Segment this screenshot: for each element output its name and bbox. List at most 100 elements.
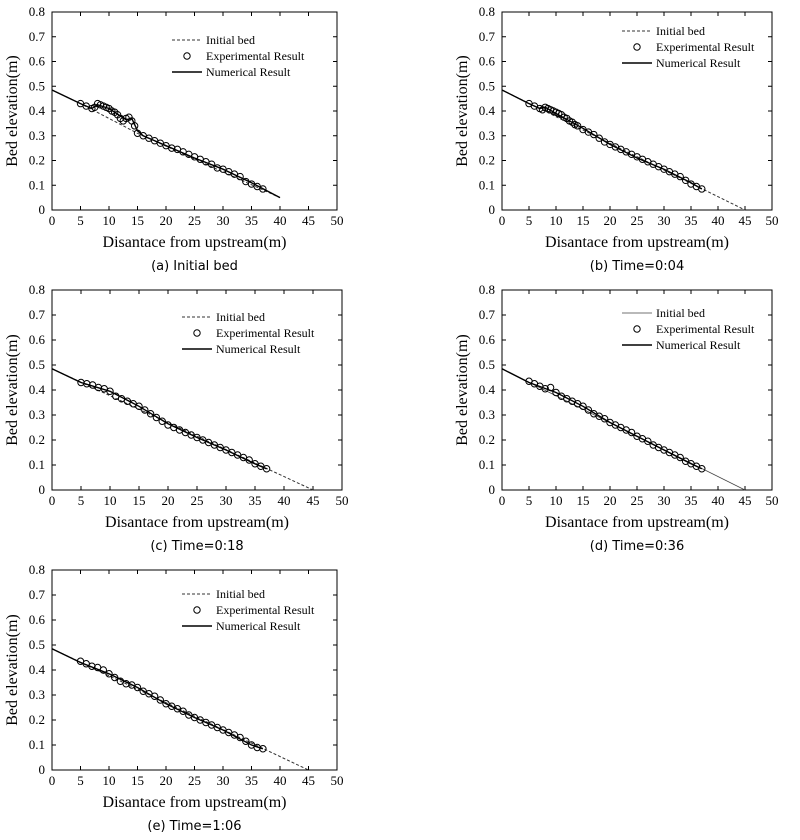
y-tick-label: 0.5	[29, 78, 45, 93]
chart-panel: 0 5 10 15 20 25 30 35 40 45 50 0 0.1 0.2 0.3 0.4 0.5 0.6 0…	[454, 282, 779, 554]
experimental-point	[579, 402, 587, 410]
x-tick-label: 25	[191, 493, 204, 508]
y-tick-label: 0	[489, 482, 496, 497]
y-tick-label: 0.2	[479, 432, 495, 447]
experimental-point	[168, 144, 176, 152]
x-tick-label: 45	[302, 773, 315, 788]
legend: Initial bed Experimental Result Numerical …	[182, 587, 315, 633]
x-tick-label: 20	[604, 493, 617, 508]
x-tick-label: 30	[217, 213, 230, 228]
x-axis-title: Disantace from upstream(m)	[545, 514, 729, 531]
experimental-point	[141, 406, 149, 414]
y-tick-label: 0.4	[29, 103, 46, 118]
y-axis-title: Bed elevation(m)	[4, 55, 21, 167]
experimental-point	[552, 388, 560, 397]
experimental-point	[146, 410, 155, 418]
legend-marker-experimental	[193, 329, 201, 337]
y-tick-label: 0.5	[479, 357, 495, 372]
x-tick-label: 45	[739, 213, 752, 228]
x-tick-label: 50	[336, 493, 349, 508]
chart-panel: 0 5 10 15 20 25 30 35 40 45 50 0 0.1 0.2 0.3 0.4 0.5 0.6 0…	[454, 4, 779, 274]
y-tick-label: 0.7	[29, 307, 46, 322]
x-tick-label: 35	[249, 493, 262, 508]
y-tick-label: 0.6	[29, 612, 46, 627]
x-tick-label: 45	[307, 493, 320, 508]
legend-marker-experimental	[193, 606, 201, 614]
x-tick-label: 5	[77, 213, 84, 228]
x-tick-label: 40	[274, 213, 287, 228]
x-tick-label: 20	[160, 773, 173, 788]
experimental-point	[106, 387, 114, 395]
numerical-result-line	[51, 368, 267, 470]
x-tick-label: 30	[220, 493, 233, 508]
x-tick-label: 45	[739, 493, 752, 508]
x-tick-label: 45	[302, 213, 315, 228]
y-tick-label: 0.7	[29, 29, 46, 44]
x-tick-label: 50	[766, 493, 779, 508]
x-tick-label: 10	[550, 493, 563, 508]
y-tick-label: 0.2	[29, 712, 45, 727]
x-tick-label: 30	[658, 493, 671, 508]
experimental-point	[600, 415, 609, 423]
experimental-point	[133, 683, 142, 692]
plot-frame	[51, 569, 338, 771]
legend-label: Numerical Result	[216, 619, 301, 633]
legend: Initial bed Experimental Result Numerical …	[182, 310, 315, 356]
y-tick-label: 0.3	[479, 128, 495, 143]
x-tick-label: 30	[658, 213, 671, 228]
legend-label: Initial bed	[216, 587, 265, 601]
y-axis-title: Bed elevation(m)	[4, 334, 21, 446]
x-tick-label: 25	[188, 213, 201, 228]
numerical-result-line	[501, 368, 703, 470]
x-tick-label: 15	[131, 773, 144, 788]
legend-label: Initial bed	[656, 306, 705, 320]
x-axis-title: Disantace from upstream(m)	[105, 514, 289, 531]
legend-label: Initial bed	[206, 33, 255, 47]
y-tick-label: 0.4	[479, 382, 496, 397]
y-tick-label: 0.6	[29, 54, 46, 69]
experimental-point	[130, 122, 139, 130]
panel-caption: (e) Time=1:06	[147, 819, 241, 834]
y-tick-label: 0.5	[479, 78, 495, 93]
y-tick-label: 0	[39, 202, 46, 217]
y-tick-label: 0.4	[479, 103, 496, 118]
y-axis-title: Bed elevation(m)	[454, 55, 471, 167]
y-tick-label: 0.7	[29, 587, 46, 602]
x-tick-label: 50	[766, 213, 779, 228]
legend-label: Numerical Result	[206, 65, 291, 79]
x-tick-label: 50	[331, 213, 344, 228]
x-tick-label: 35	[685, 493, 698, 508]
x-tick-label: 0	[49, 213, 56, 228]
experimental-point	[573, 122, 582, 130]
legend-label: Experimental Result	[216, 326, 315, 340]
y-tick-label: 0.6	[479, 54, 496, 69]
x-tick-label: 15	[577, 493, 590, 508]
panel-caption: (c) Time=0:18	[150, 539, 243, 554]
experimental-point	[242, 737, 250, 745]
x-tick-label: 35	[245, 213, 258, 228]
chart-panel: 0 5 10 15 20 25 30 35 40 45 50 0 0.1 0.2 0.3 0.4 0.5 0.6 0…	[4, 562, 344, 834]
y-tick-label: 0.7	[479, 29, 496, 44]
experimental-point	[590, 130, 598, 139]
legend-label: Numerical Result	[656, 56, 741, 70]
y-tick-label: 0.1	[479, 457, 495, 472]
legend: Initial bed Experimental Result Numerical …	[172, 33, 305, 79]
legend-marker-experimental	[633, 325, 641, 333]
y-tick-label: 0.3	[29, 128, 45, 143]
legend: Initial bed Experimental Result Numerical …	[622, 24, 755, 70]
legend-marker-experimental	[633, 43, 641, 51]
x-axis-title: Disantace from upstream(m)	[103, 794, 287, 811]
x-tick-label: 20	[604, 213, 617, 228]
chart-panel: 0 5 10 15 20 25 30 35 40 45 50 0 0.1 0.2 0.3 0.4 0.5 0.6 0…	[4, 4, 344, 274]
x-tick-label: 25	[188, 773, 201, 788]
legend-label: Initial bed	[656, 24, 705, 38]
y-tick-label: 0.1	[29, 177, 45, 192]
x-tick-label: 10	[104, 493, 117, 508]
y-tick-label: 0.8	[29, 282, 45, 297]
experimental-point	[681, 176, 690, 185]
legend-label: Experimental Result	[656, 322, 755, 336]
y-tick-label: 0.1	[29, 457, 45, 472]
y-tick-label: 0.3	[29, 407, 45, 422]
panel-caption: (d) Time=0:36	[590, 539, 684, 554]
x-tick-label: 5	[77, 773, 84, 788]
